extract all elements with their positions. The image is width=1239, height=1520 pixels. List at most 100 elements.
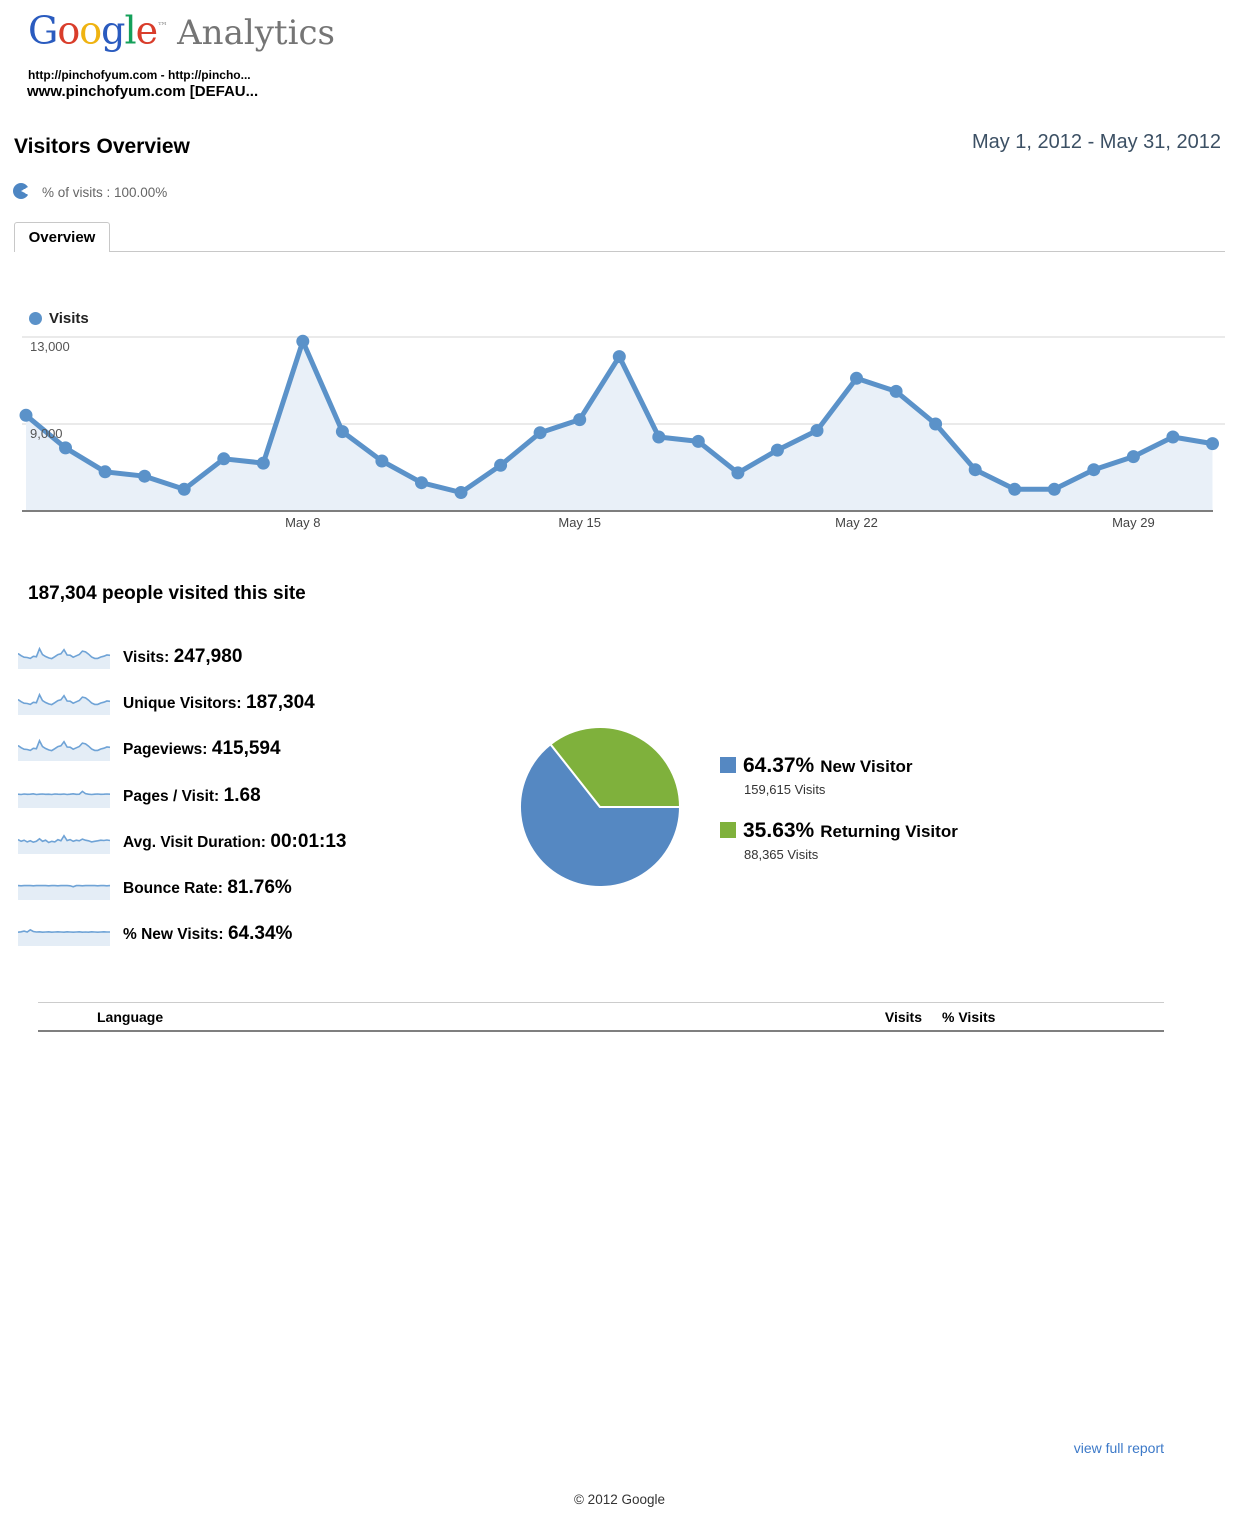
metric-value: 247,980 [173,646,243,667]
logo-letter: g [101,8,125,53]
sparkline-chart [18,692,110,716]
data-point-dot [19,408,33,422]
returning-visitor-pct: 35.63% [743,819,815,842]
visits-line-chart: 13,000 9,000 May 8 May 15 May 22 May 29 [19,334,1225,530]
google-analytics-logo: Google™ Analytics [28,6,335,54]
column-header-language: Language [97,1009,164,1025]
column-header-visits: Visits [884,1009,922,1025]
metric-label: Pages / Visit: [123,787,220,805]
sparkline-line [18,833,110,844]
data-point-dot [1087,463,1101,477]
data-point-dot [1206,437,1219,451]
data-point-dot [850,371,863,385]
metric-value: 81.76% [227,877,292,898]
column-header-pct-visits: % Visits [942,1009,996,1025]
data-point-dot [375,454,389,468]
metric-label: Visits: [123,649,170,666]
chart-area [26,341,1213,510]
new-visitor-label: New Visitor [820,757,913,776]
visits-legend-label: Visits [49,310,89,327]
data-point-dot [929,417,943,431]
profile-name-line: www.pinchofyum.com [DEFAU... [27,83,259,100]
data-point-dot [98,465,112,479]
y-tick-label: 9,000 [30,426,63,441]
sparkline-line [18,884,110,888]
data-point-dot [1126,450,1140,464]
data-point-dot [968,463,982,477]
data-point-dot [177,482,191,496]
segment-label: % of visits : 100.00% [42,185,168,200]
segment-pie-icon [13,183,29,199]
metric-value: 00:01:13 [270,830,347,852]
trademark-symbol: ™ [157,20,169,33]
metric-value: 1.68 [223,784,261,806]
sparkline-chart [18,884,110,900]
analytics-wordmark: Analytics [177,12,335,53]
logo-letter: e [135,8,158,53]
logo-letter: G [28,8,58,53]
x-tick-label: May 15 [558,515,601,530]
table-header-row: Language Visits % Visits [38,1002,1164,1032]
sparkline-area [18,885,110,900]
metric-label: Avg. Visit Duration: [123,833,266,851]
sparkline-line [18,646,110,660]
pie-slice [519,743,681,889]
data-point-dot [415,476,428,490]
sparkline-line [18,929,110,934]
data-point-dot [217,452,231,466]
pie-slice [549,726,681,808]
metric-label: Pageviews: [123,741,208,759]
data-point-dot [454,486,468,499]
new-visitor-visits: 159,615 Visits [744,782,826,797]
sparkline-chart [18,646,110,669]
sparkline-line [18,739,110,752]
page-title: Visitors Overview [14,135,190,158]
tab-overview[interactable]: Overview [14,222,110,252]
data-point-dot [1166,430,1180,444]
google-logo-letters: Google [28,8,158,53]
data-point-dot [138,469,152,483]
data-point-dot [731,466,745,480]
data-point-dot [59,441,72,455]
visitor-type-pie-chart [519,726,681,889]
metric-value: 64.34% [227,923,293,945]
profile-url-line: http://pinchofyum.com - http://pincho... [28,68,251,82]
data-point-dot [494,458,508,472]
data-point-dot [810,424,824,437]
metric-row-avg-visit-duration: Avg. Visit Duration: 00:01:13 [18,830,718,860]
metric-value: 415,594 [211,738,281,760]
metric-row-unique-visitors: Unique Visitors: 187,304 [18,691,718,721]
date-range: May 1, 2012 - May 31, 2012 [971,131,1221,153]
metric-label: % New Visits: [123,926,224,944]
sparkline-chart [18,789,110,808]
data-point-dot [691,434,705,448]
sparkline-chart [18,929,110,947]
pie-legend-new-visitor: 64.37% New Visitor 159,615 Visits [720,754,1190,797]
view-full-report: view full report [38,1440,1164,1456]
metric-row-pages-per-visit: Pages / Visit: 1.68 [18,784,718,814]
data-point-dot [533,426,547,440]
data-point-dot [1047,482,1061,496]
metric-label: Bounce Rate: [123,880,223,897]
metric-row-visits: Visits: 247,980 [18,645,718,675]
language-table: Language Visits % Visits [38,1002,1164,1032]
returning-visitor-visits: 88,365 Visits [744,847,819,862]
metric-row-pct-new-visits: % New Visits: 64.34% [18,922,718,952]
sparkline-line [18,789,110,795]
metric-row-bounce-rate: Bounce Rate: 81.76% [18,876,718,906]
x-tick-label: May 22 [835,515,878,530]
data-point-dot [612,350,626,364]
x-tick-label: May 8 [285,515,320,530]
returning-visitor-swatch-icon [720,822,736,838]
new-visitor-swatch-icon [720,757,736,773]
data-point-dot [889,384,903,398]
sparkline-chart [18,739,110,762]
returning-visitor-label: Returning Visitor [820,822,958,841]
sparkline-area [18,929,110,947]
view-full-report-link[interactable]: view full report [1073,1440,1164,1456]
sparkline-line [18,692,110,706]
metric-value: 187,304 [246,692,315,714]
metric-row-pageviews: Pageviews: 415,594 [18,737,718,767]
data-point-dot [573,413,587,427]
